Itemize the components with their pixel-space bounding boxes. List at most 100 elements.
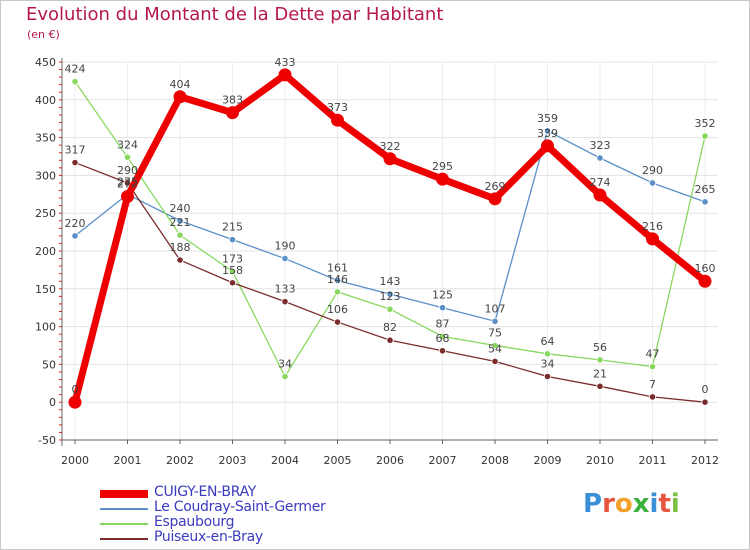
data-label: 107: [485, 302, 506, 315]
data-label: 424: [65, 63, 86, 76]
data-point: [226, 106, 239, 120]
x-tick-label: 2003: [219, 454, 247, 467]
data-label: 433: [275, 56, 296, 69]
data-point: [71, 78, 79, 86]
logo-letter: r: [602, 489, 615, 519]
data-label: 290: [117, 164, 138, 177]
data-point: [596, 154, 604, 162]
data-point: [383, 152, 397, 166]
x-tick-label: 2008: [481, 454, 509, 467]
data-point: [701, 198, 709, 206]
data-label: 146: [327, 273, 348, 286]
logo-letter: o: [614, 489, 633, 519]
data-label: 68: [436, 332, 450, 345]
data-point: [596, 356, 604, 364]
data-point: [173, 90, 187, 104]
data-label: 269: [485, 180, 506, 193]
data-point: [436, 172, 449, 186]
data-label: 274: [590, 176, 611, 189]
data-label: 56: [593, 341, 607, 354]
x-tick-label: 2000: [61, 454, 89, 467]
y-tick-label: -50: [38, 434, 56, 447]
data-point: [543, 350, 552, 358]
legend-swatch: [100, 508, 148, 510]
data-point: [438, 347, 447, 355]
data-label: 275: [117, 175, 138, 188]
data-point: [386, 305, 394, 313]
data-label: 106: [327, 303, 348, 316]
data-point: [176, 256, 184, 264]
data-point: [68, 395, 82, 409]
data-label: 220: [65, 217, 86, 230]
data-label: 125: [432, 289, 453, 302]
data-label: 322: [380, 140, 401, 153]
data-label: 133: [275, 283, 296, 296]
y-tick-label: 400: [35, 94, 56, 107]
data-label: 87: [436, 317, 450, 330]
y-tick-label: 100: [35, 321, 56, 334]
data-point: [438, 304, 447, 312]
data-point: [438, 332, 447, 341]
y-unit-label: (en €): [27, 28, 60, 41]
data-point: [176, 231, 184, 239]
data-label: 404: [170, 78, 191, 91]
logo-letter: i: [670, 489, 680, 519]
data-label: 317: [65, 144, 86, 157]
data-point: [543, 127, 552, 135]
data-label: 75: [488, 327, 502, 340]
data-label: 82: [383, 321, 397, 334]
data-label: 34: [278, 357, 292, 370]
x-tick-label: 2004: [271, 454, 299, 467]
data-label: 323: [590, 139, 611, 152]
data-point: [698, 274, 712, 288]
data-point: [333, 288, 342, 296]
x-tick-label: 2002: [166, 454, 194, 467]
data-label: 54: [488, 342, 502, 355]
data-label: 64: [541, 335, 555, 348]
data-point: [648, 179, 657, 187]
x-tick-label: 2010: [586, 454, 614, 467]
data-point: [593, 188, 607, 202]
data-label: 143: [380, 275, 401, 288]
data-point: [71, 232, 79, 240]
data-point: [541, 139, 554, 153]
x-tick-label: 2012: [691, 454, 719, 467]
data-label: 161: [327, 261, 348, 274]
data-point: [281, 254, 289, 263]
data-point: [331, 113, 344, 127]
x-tick-label: 2009: [534, 454, 562, 467]
data-point: [491, 341, 499, 350]
x-tick-label: 2007: [429, 454, 457, 467]
data-point: [488, 192, 502, 206]
data-point: [123, 153, 132, 161]
data-point: [121, 190, 134, 204]
data-point: [701, 132, 709, 140]
logo-letter: t: [658, 489, 671, 519]
data-label: 383: [222, 94, 243, 107]
data-label: 160: [695, 262, 716, 275]
legend-label: Puiseux-en-Bray: [154, 529, 263, 545]
proxiti-logo: Proxiti: [583, 489, 680, 519]
legend-label: Le Coudray-Saint-Germer: [154, 499, 326, 515]
legend-swatch: [100, 538, 148, 540]
legend-label: CUIGY-EN-BRAY: [154, 484, 257, 500]
data-point: [278, 68, 292, 82]
y-tick-label: 200: [35, 245, 56, 258]
data-label: 188: [170, 241, 191, 254]
data-label: 373: [327, 101, 348, 114]
data-label: 290: [642, 164, 663, 177]
data-point: [386, 290, 394, 298]
data-point: [333, 318, 342, 326]
legend-label: Espaubourg: [154, 514, 235, 530]
data-label: 339: [537, 127, 558, 140]
data-point: [596, 382, 604, 390]
data-label: 173: [222, 252, 243, 265]
data-label: 216: [642, 220, 663, 233]
data-point: [386, 336, 394, 344]
data-label: 123: [380, 290, 401, 303]
data-point: [491, 357, 499, 365]
logo-letter: P: [583, 489, 603, 519]
y-tick-label: 300: [35, 169, 56, 182]
data-label: 47: [646, 348, 660, 361]
